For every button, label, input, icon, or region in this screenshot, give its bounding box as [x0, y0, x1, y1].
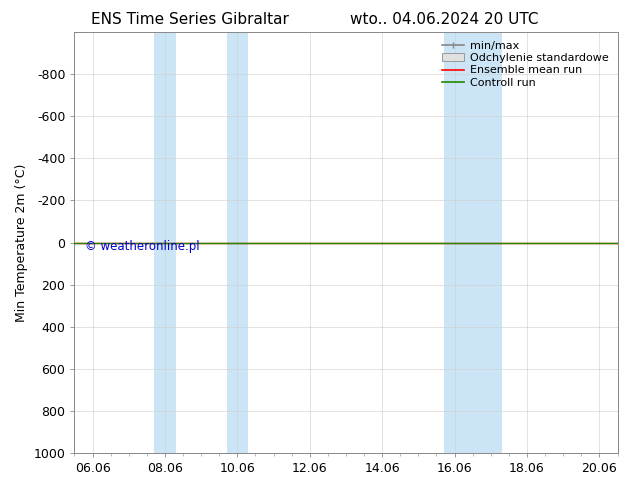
Text: wto.. 04.06.2024 20 UTC: wto.. 04.06.2024 20 UTC [349, 12, 538, 27]
Bar [154, 32, 176, 453]
Text: ENS Time Series Gibraltar: ENS Time Series Gibraltar [91, 12, 289, 27]
Legend: min/max, Odchylenie standardowe, Ensemble mean run, Controll run: min/max, Odchylenie standardowe, Ensembl… [439, 38, 612, 91]
Bar [444, 32, 501, 453]
Y-axis label: Min Temperature 2m (°C): Min Temperature 2m (°C) [15, 163, 28, 322]
Text: © weatheronline.pl: © weatheronline.pl [86, 241, 200, 253]
Bar [226, 32, 249, 453]
